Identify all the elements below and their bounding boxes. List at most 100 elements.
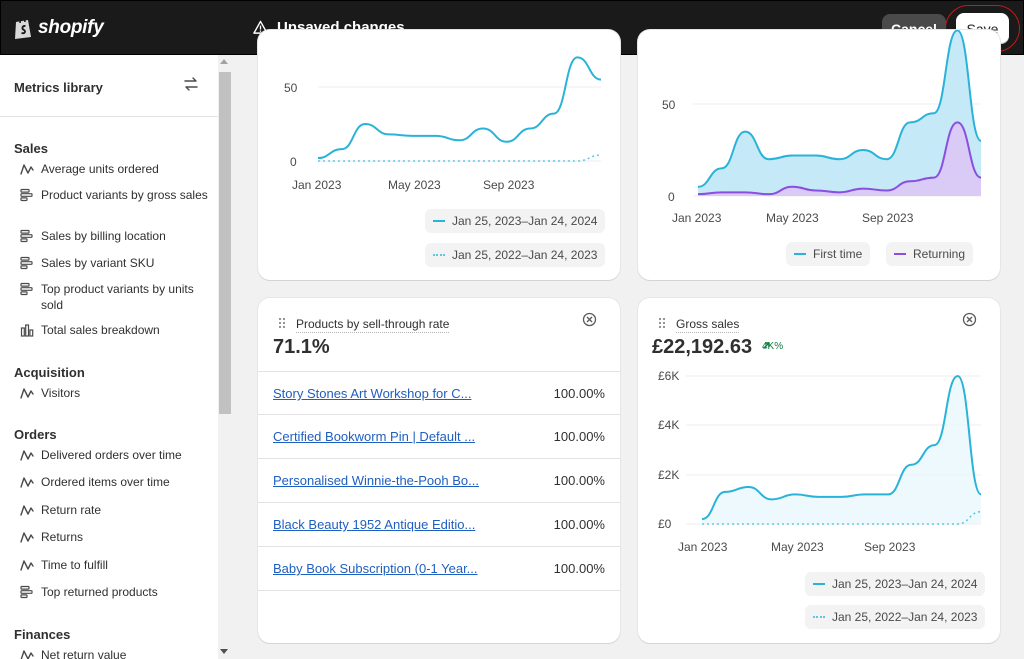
x-tick-label: May 2023 <box>388 178 441 192</box>
sidebar-item-label: Sales by billing location <box>41 229 166 243</box>
line-chart-icon <box>20 560 34 571</box>
product-link[interactable]: Black Beauty 1952 Antique Editio... <box>273 517 476 532</box>
sidebar-section-finances: Finances <box>14 627 71 642</box>
legend-solid-line-icon <box>813 583 825 585</box>
legend-current-label: Jan 25, 2023–Jan 24, 2024 <box>832 577 978 591</box>
scroll-down-arrow-icon[interactable] <box>220 649 228 654</box>
sidebar-item-label: Ordered items over time <box>41 475 170 489</box>
legend-returning-line-icon <box>894 253 906 255</box>
sell-through-title[interactable]: Products by sell-through rate <box>296 317 450 333</box>
x-tick-label: Sep 2023 <box>483 178 535 192</box>
shopify-logo[interactable]: shopify <box>13 14 104 42</box>
product-link[interactable]: Personalised Winnie-the-Pooh Bo... <box>273 473 479 488</box>
gross-sales-value: £22,192.63 <box>652 336 753 358</box>
sidebar-scrollbar-thumb[interactable] <box>219 72 231 414</box>
product-link[interactable]: Certified Bookworm Pin | Default ... <box>273 429 476 444</box>
series-area-first-time <box>698 30 981 196</box>
sidebar-item-top-returned-products[interactable]: Top returned products <box>20 584 210 600</box>
y-tick-label: £0 <box>658 517 672 531</box>
legend-previous-label: Jan 25, 2022–Jan 24, 2023 <box>452 248 598 262</box>
sidebar-item-ordered-items-over-time[interactable]: Ordered items over time <box>20 474 210 490</box>
table-row: Personalised Winnie-the-Pooh Bo... 100.00… <box>258 459 620 503</box>
sidebar-item-delivered-orders-over-time[interactable]: Delivered orders over time <box>20 447 210 463</box>
sidebar-item-total-sales-breakdown[interactable]: Total sales breakdown <box>20 322 210 338</box>
sidebar-item-net-return-value[interactable]: Net return value <box>20 647 210 659</box>
series-line-current <box>701 374 982 521</box>
legend-returning-label: Returning <box>913 247 966 261</box>
sidebar-item-returns[interactable]: Returns <box>20 529 210 545</box>
x-tick-label: May 2023 <box>771 540 824 554</box>
sidebar-item-label: Average units ordered <box>41 162 159 176</box>
legend-returning[interactable]: Returning <box>886 242 974 266</box>
legend-previous-period[interactable]: Jan 25, 2022–Jan 24, 2023 <box>425 243 606 267</box>
x-tick-label: Jan 2023 <box>672 211 722 225</box>
legend-previous-label: Jan 25, 2022–Jan 24, 2023 <box>832 610 978 624</box>
sidebar-item-top-product-variants-by-units-sold[interactable]: Top product variants by units sold <box>20 281 210 313</box>
y-tick-label: £2K <box>658 468 679 482</box>
remove-card-icon[interactable] <box>582 312 597 327</box>
shopify-bag-icon <box>15 17 31 39</box>
legend-first-time-line-icon <box>794 253 806 255</box>
sidebar-section-orders: Orders <box>14 427 57 442</box>
sidebar-item-label: Return rate <box>41 503 102 517</box>
sidebar-item-average-units-ordered[interactable]: Average units ordered <box>20 161 210 177</box>
legend-dotted-line-icon <box>433 254 445 256</box>
line-chart-icon <box>20 532 34 543</box>
product-link[interactable]: Baby Book Subscription (0-1 Year... <box>273 561 478 576</box>
horizontal-bar-icon <box>20 585 33 599</box>
sidebar-item-label: Delivered orders over time <box>41 448 182 462</box>
drag-handle-icon[interactable] <box>278 317 286 329</box>
x-tick-label: May 2023 <box>766 211 819 225</box>
product-link[interactable]: Story Stones Art Workshop for C... <box>273 386 472 401</box>
sidebar-item-label: Returns <box>41 530 84 544</box>
remove-card-icon[interactable] <box>962 312 977 327</box>
horizontal-bar-icon <box>20 188 33 202</box>
legend-first-time[interactable]: First time <box>786 242 871 266</box>
gross-sales-title[interactable]: Gross sales <box>676 317 740 333</box>
drag-handle-icon[interactable] <box>658 317 666 329</box>
y-tick-label: 0 <box>668 190 675 204</box>
sidebar-item-time-to-fulfill[interactable]: Time to fulfill <box>20 557 210 573</box>
legend-dotted-line-icon <box>813 616 825 618</box>
sidebar-item-label: Top returned products <box>41 585 158 599</box>
arrow-up-right-icon <box>763 342 770 349</box>
series-line-current <box>317 56 602 160</box>
sidebar-item-label: Time to fulfill <box>41 558 108 572</box>
y-tick-label: £4K <box>658 418 679 432</box>
gross-sales-change-badge: 4K% <box>762 341 783 352</box>
series-area-current <box>702 376 981 524</box>
gross-sales-change-value: 4K% <box>762 341 784 352</box>
swap-icon[interactable] <box>182 75 200 93</box>
sidebar-item-return-rate[interactable]: Return rate <box>20 502 210 518</box>
legend-current-period[interactable]: Jan 25, 2023–Jan 24, 2024 <box>805 572 986 596</box>
sidebar-section-acquisition: Acquisition <box>14 365 85 380</box>
scroll-up-arrow-icon[interactable] <box>220 59 228 64</box>
horizontal-bar-icon <box>20 282 33 296</box>
series-line-previous <box>318 154 602 162</box>
line-chart-icon <box>20 388 34 399</box>
table-row: Certified Bookworm Pin | Default ... 100.… <box>258 415 620 459</box>
legend-current-period[interactable]: Jan 25, 2023–Jan 24, 2024 <box>425 209 606 233</box>
legend-current-label: Jan 25, 2023–Jan 24, 2024 <box>452 214 598 228</box>
sell-through-rate-card: Products by sell-through rate 71.1% Stor… <box>258 298 620 643</box>
y-tick-label: £6K <box>658 369 679 383</box>
sidebar-item-label: Sales by variant SKU <box>41 256 155 270</box>
sidebar-item-product-variants-by-gross-sales[interactable]: Product variants by gross sales <box>20 187 210 203</box>
legend-previous-period[interactable]: Jan 25, 2022–Jan 24, 2023 <box>805 605 986 629</box>
sidebar-item-label: Visitors <box>41 386 81 400</box>
line-chart-icon <box>20 164 34 175</box>
y-tick-label: 0 <box>290 155 297 169</box>
line-chart-icon <box>20 477 34 488</box>
sales-line-chart: 50 0 Jan 2023 May 2023 Sep 2023 <box>284 56 602 192</box>
sidebar-item-visitors[interactable]: Visitors <box>20 385 210 401</box>
sell-through-rate-value: 100.00% <box>553 517 605 532</box>
legend-solid-line-icon <box>433 220 445 222</box>
horizontal-bar-icon <box>20 256 33 270</box>
sidebar-item-sales-by-variant-sku[interactable]: Sales by variant SKU <box>20 255 210 271</box>
x-tick-label: Sep 2023 <box>864 540 916 554</box>
sell-through-rate-value: 100.00% <box>553 473 605 488</box>
metrics-library-sidebar: Metrics library Sales Average units order… <box>0 55 218 659</box>
line-chart-icon <box>20 450 34 461</box>
sidebar-item-sales-by-billing-location[interactable]: Sales by billing location <box>20 228 210 244</box>
sidebar-item-label: Total sales breakdown <box>41 323 160 337</box>
